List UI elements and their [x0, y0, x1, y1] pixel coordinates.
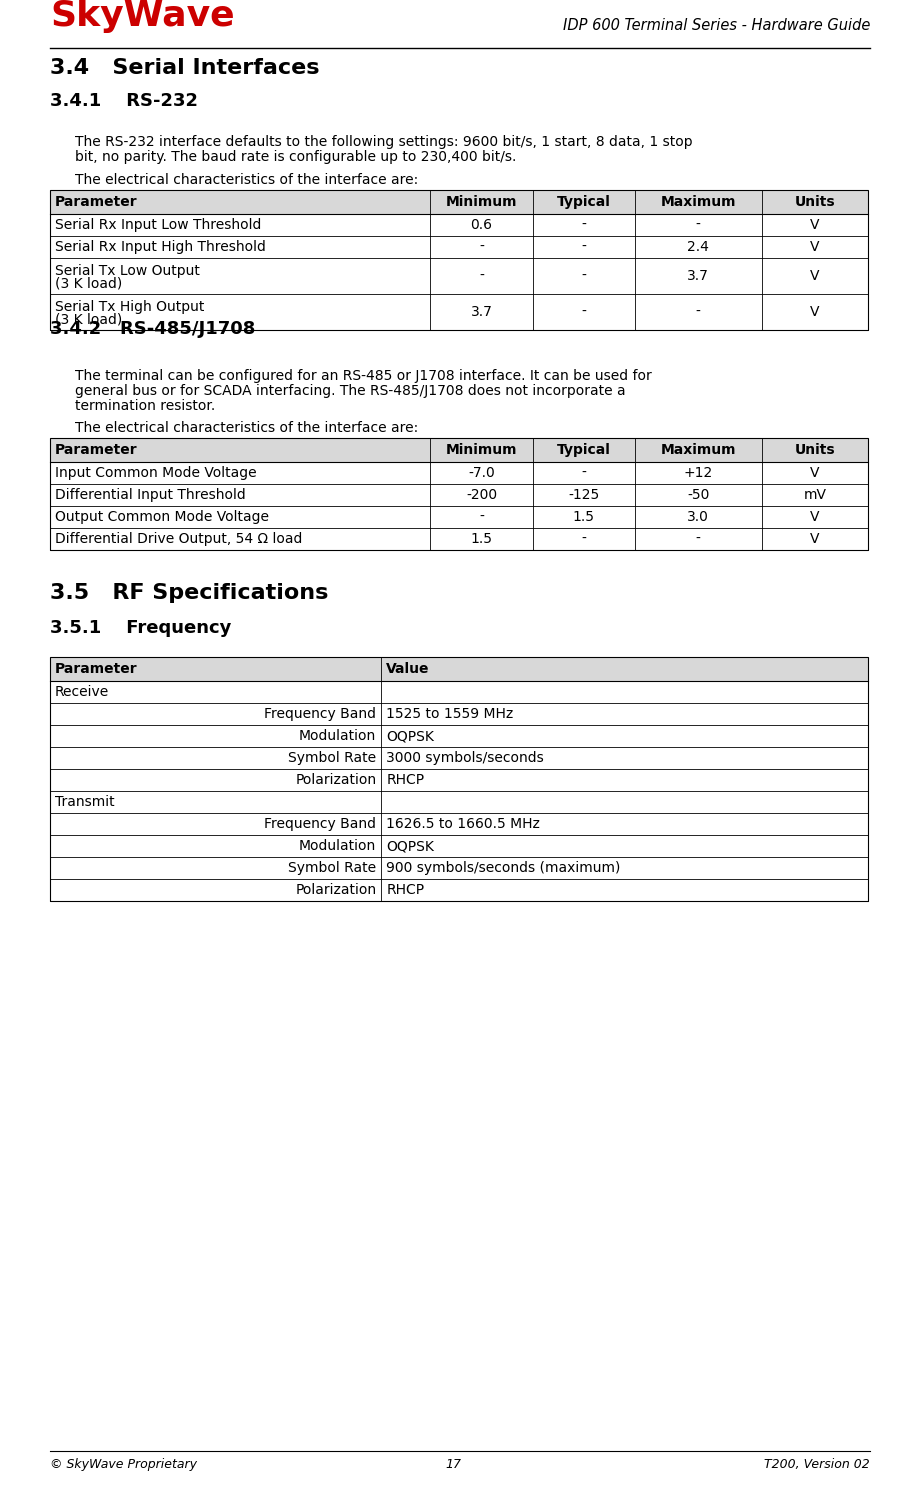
Text: -200: -200 — [466, 488, 497, 502]
Text: V: V — [810, 269, 820, 284]
Text: Receive: Receive — [55, 685, 110, 699]
Text: V: V — [810, 240, 820, 254]
Text: 1525 to 1559 MHz: 1525 to 1559 MHz — [386, 708, 514, 721]
Text: SkyWave: SkyWave — [50, 0, 235, 33]
Text: IDP 600 Terminal Series - Hardware Guide: IDP 600 Terminal Series - Hardware Guide — [563, 18, 870, 33]
Text: 1.5: 1.5 — [573, 511, 594, 524]
Text: T200, Version 02: T200, Version 02 — [765, 1459, 870, 1471]
Text: Input Common Mode Voltage: Input Common Mode Voltage — [55, 466, 256, 481]
Text: Typical: Typical — [557, 196, 611, 209]
Text: (3 K load): (3 K load) — [55, 312, 122, 325]
Text: -7.0: -7.0 — [468, 466, 495, 481]
Text: 3.7: 3.7 — [470, 305, 493, 320]
Bar — [50, 437, 868, 461]
Text: 3.4.2   RS-485/J1708: 3.4.2 RS-485/J1708 — [50, 320, 255, 337]
Text: Transmit: Transmit — [55, 794, 115, 809]
Text: 3.5   RF Specifications: 3.5 RF Specifications — [50, 582, 328, 603]
Text: Units: Units — [795, 443, 835, 457]
Text: Parameter: Parameter — [55, 196, 138, 209]
Text: 1.5: 1.5 — [470, 532, 493, 546]
Text: -: - — [582, 532, 586, 546]
Text: bit, no parity. The baud rate is configurable up to 230,400 bit/s.: bit, no parity. The baud rate is configu… — [75, 149, 516, 164]
Text: Value: Value — [386, 661, 429, 676]
Text: 2.4: 2.4 — [688, 240, 709, 254]
Text: Differential Input Threshold: Differential Input Threshold — [55, 488, 246, 502]
Text: Output Common Mode Voltage: Output Common Mode Voltage — [55, 511, 269, 524]
Text: Serial Rx Input Low Threshold: Serial Rx Input Low Threshold — [55, 218, 261, 231]
Text: V: V — [810, 532, 820, 546]
Text: OQPSK: OQPSK — [386, 839, 434, 853]
Text: Serial Tx High Output: Serial Tx High Output — [55, 300, 205, 314]
Text: general bus or for SCADA interfacing. The RS-485/J1708 does not incorporate a: general bus or for SCADA interfacing. Th… — [75, 384, 626, 399]
Text: -: - — [479, 511, 484, 524]
Text: Maximum: Maximum — [660, 443, 736, 457]
Text: Frequency Band: Frequency Band — [265, 817, 376, 832]
Text: Modulation: Modulation — [299, 729, 376, 744]
Text: -: - — [479, 269, 484, 284]
Bar — [50, 657, 868, 681]
Text: 900 symbols/seconds (maximum): 900 symbols/seconds (maximum) — [386, 861, 621, 875]
Text: Units: Units — [795, 196, 835, 209]
Text: 1626.5 to 1660.5 MHz: 1626.5 to 1660.5 MHz — [386, 817, 540, 832]
Text: The electrical characteristics of the interface are:: The electrical characteristics of the in… — [75, 173, 419, 187]
Text: The terminal can be configured for an RS-485 or J1708 interface. It can be used : The terminal can be configured for an RS… — [75, 369, 651, 384]
Text: Modulation: Modulation — [299, 839, 376, 853]
Bar — [50, 437, 868, 549]
Text: Parameter: Parameter — [55, 443, 138, 457]
Bar — [50, 190, 868, 330]
Text: Serial Tx Low Output: Serial Tx Low Output — [55, 264, 200, 278]
Text: Typical: Typical — [557, 443, 611, 457]
Text: -: - — [696, 532, 700, 546]
Text: termination resistor.: termination resistor. — [75, 399, 216, 414]
Text: -: - — [582, 466, 586, 481]
Text: OQPSK: OQPSK — [386, 729, 434, 744]
Text: 0.6: 0.6 — [470, 218, 493, 231]
Text: 3.4.1    RS-232: 3.4.1 RS-232 — [50, 93, 198, 110]
Text: -: - — [582, 305, 586, 320]
Text: -: - — [696, 305, 700, 320]
Text: Polarization: Polarization — [295, 773, 376, 787]
Text: -: - — [582, 269, 586, 284]
Text: Maximum: Maximum — [660, 196, 736, 209]
Text: -50: -50 — [687, 488, 709, 502]
Text: V: V — [810, 305, 820, 320]
Text: Serial Rx Input High Threshold: Serial Rx Input High Threshold — [55, 240, 265, 254]
Text: Symbol Rate: Symbol Rate — [288, 861, 376, 875]
Text: The electrical characteristics of the interface are:: The electrical characteristics of the in… — [75, 421, 419, 434]
Text: 3.4   Serial Interfaces: 3.4 Serial Interfaces — [50, 58, 320, 78]
Text: Frequency Band: Frequency Band — [265, 708, 376, 721]
Text: V: V — [810, 511, 820, 524]
Text: Differential Drive Output, 54 Ω load: Differential Drive Output, 54 Ω load — [55, 532, 303, 546]
Text: Symbol Rate: Symbol Rate — [288, 751, 376, 764]
Text: Minimum: Minimum — [446, 443, 517, 457]
Text: Minimum: Minimum — [446, 196, 517, 209]
Text: -: - — [582, 218, 586, 231]
Text: Polarization: Polarization — [295, 882, 376, 897]
Text: (3 K load): (3 K load) — [55, 276, 122, 290]
Text: © SkyWave Proprietary: © SkyWave Proprietary — [50, 1459, 197, 1471]
Bar — [50, 657, 868, 900]
Text: -125: -125 — [568, 488, 600, 502]
Text: RHCP: RHCP — [386, 773, 424, 787]
Text: V: V — [810, 466, 820, 481]
Text: 3.5.1    Frequency: 3.5.1 Frequency — [50, 620, 231, 638]
Text: V: V — [810, 218, 820, 231]
Text: 3000 symbols/seconds: 3000 symbols/seconds — [386, 751, 544, 764]
Text: -: - — [696, 218, 700, 231]
Text: 3.0: 3.0 — [688, 511, 709, 524]
Text: -: - — [479, 240, 484, 254]
Text: Parameter: Parameter — [55, 661, 138, 676]
Text: The RS-232 interface defaults to the following settings: 9600 bit/s, 1 start, 8 : The RS-232 interface defaults to the fol… — [75, 134, 692, 149]
Text: 3.7: 3.7 — [688, 269, 709, 284]
Text: +12: +12 — [684, 466, 713, 481]
Text: RHCP: RHCP — [386, 882, 424, 897]
Text: mV: mV — [804, 488, 826, 502]
Text: 17: 17 — [445, 1459, 461, 1471]
Text: -: - — [582, 240, 586, 254]
Bar — [50, 190, 868, 213]
